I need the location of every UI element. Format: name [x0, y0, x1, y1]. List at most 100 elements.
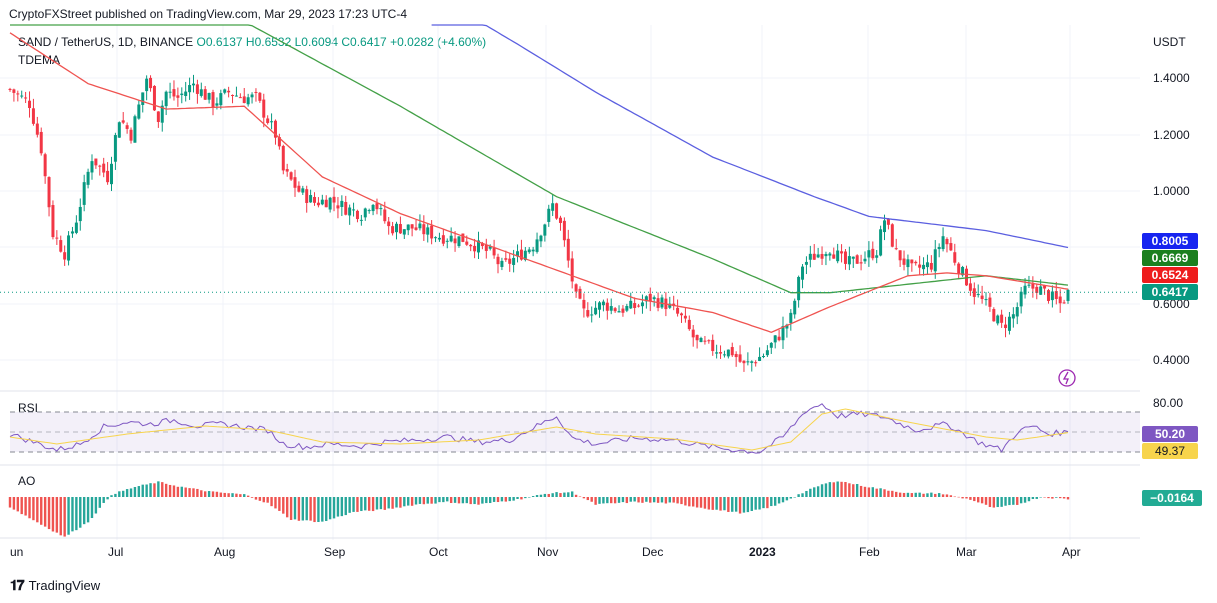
candle [8, 87, 12, 92]
ao-bar [317, 497, 320, 522]
candle [558, 215, 562, 231]
candle [613, 307, 617, 313]
candle-body [160, 105, 164, 123]
candle [640, 294, 644, 314]
ao-bar [820, 484, 824, 497]
candle [1046, 288, 1050, 304]
candle [906, 254, 910, 276]
candle [695, 334, 699, 349]
ao-bar [926, 493, 929, 497]
candle-body [746, 361, 750, 363]
ao-title[interactable]: AO [18, 474, 36, 488]
candle [679, 312, 683, 323]
candle-body [149, 77, 153, 89]
candle-body [730, 347, 734, 356]
candle-body [410, 224, 414, 229]
candle [110, 156, 114, 192]
ao-bar [816, 486, 820, 497]
ao-bar [914, 492, 917, 497]
candle [387, 216, 391, 235]
ao-bar [496, 497, 500, 503]
candle [305, 185, 309, 213]
candle [395, 221, 399, 240]
candle-body [539, 235, 543, 242]
ao-bar [137, 486, 141, 497]
ao-bar [832, 482, 835, 497]
candle [445, 238, 449, 249]
candle-body [601, 301, 605, 306]
candle-body [270, 121, 274, 123]
candle-body [781, 326, 785, 341]
candle-body [726, 349, 730, 357]
ao-bar [551, 493, 554, 497]
candle [953, 243, 957, 266]
candle [625, 303, 629, 313]
ao-bar [570, 491, 574, 497]
ao-bar [367, 497, 371, 511]
candle [843, 249, 847, 270]
candle [359, 214, 363, 226]
candle [902, 250, 906, 271]
candle [886, 218, 890, 230]
ao-bar [773, 497, 777, 506]
ao-bar [246, 495, 250, 497]
candle-body [1004, 324, 1008, 329]
candle-body [231, 95, 235, 97]
candle-body [461, 233, 465, 242]
power-icon[interactable] [1058, 369, 1076, 387]
ao-bar [898, 492, 902, 497]
candle-body [949, 243, 953, 251]
candle-body [804, 261, 808, 265]
tradingview-logo[interactable]: 𝟏𝟕 TradingView [10, 577, 100, 594]
candle [605, 298, 609, 320]
candle-body [223, 89, 227, 93]
symbol-name[interactable]: SAND / TetherUS, 1D, BINANCE [18, 35, 194, 49]
candle-body [250, 94, 254, 98]
ao-bar [473, 497, 476, 505]
ao-bar [1035, 497, 1038, 499]
ao-bar [457, 497, 461, 504]
ao-bar [809, 488, 812, 497]
ao-bar [754, 497, 757, 510]
ao-bar [340, 497, 344, 517]
candle [168, 82, 172, 99]
ao-bar [47, 497, 51, 530]
ao-bar [24, 497, 27, 516]
ao-bar [617, 497, 621, 503]
candle-body [496, 256, 500, 265]
ao-bar [645, 497, 648, 502]
candle [277, 133, 281, 150]
ao-bar [1047, 497, 1050, 499]
candle [285, 163, 289, 177]
candle-body [851, 256, 855, 259]
candle-body [586, 310, 590, 317]
ao-bar [375, 497, 379, 510]
indicator-tdema-label[interactable]: TDEMA [18, 53, 60, 67]
candle [629, 292, 633, 310]
candle-body [914, 261, 918, 264]
ao-bar [1062, 497, 1066, 499]
candle [976, 284, 980, 298]
candle-body [922, 264, 926, 270]
ao-bar [559, 493, 562, 497]
ao-bar [43, 497, 47, 527]
candle-body [605, 302, 609, 311]
candle-body [676, 307, 680, 314]
candle [476, 231, 480, 260]
ao-bar [453, 497, 457, 503]
brand-name: TradingView [28, 578, 101, 593]
ao-bar [12, 497, 16, 510]
ma-green-line [10, 24, 1069, 294]
candle-body [531, 249, 535, 252]
candle-body [156, 111, 160, 122]
ao-bar [153, 483, 156, 497]
ao-bar [379, 497, 383, 510]
candle-body [594, 307, 598, 315]
ao-bar [469, 497, 472, 505]
candle-body [164, 91, 168, 107]
candle-body [875, 255, 879, 258]
ao-bar [719, 497, 722, 511]
candle [808, 245, 812, 268]
candle [195, 79, 199, 104]
